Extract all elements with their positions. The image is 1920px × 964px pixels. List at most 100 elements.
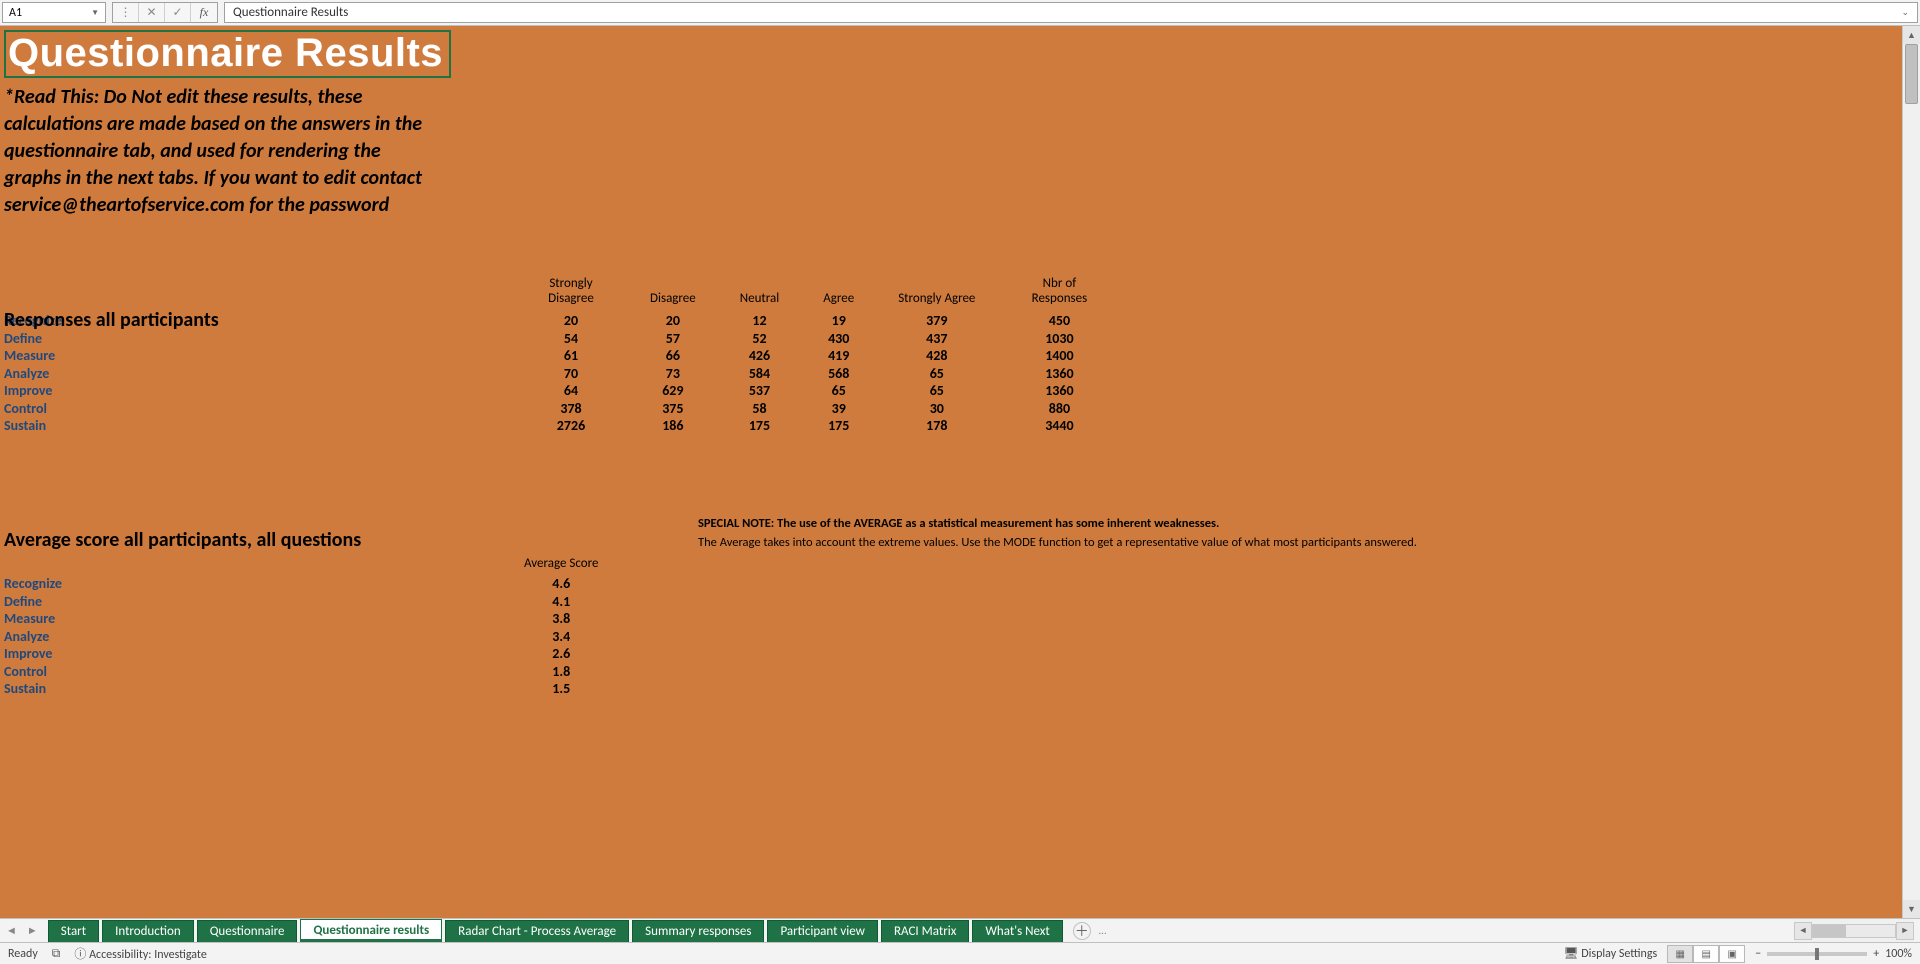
table-row: Sustain1.5 [4,680,608,698]
sheet-tab[interactable]: Summary responses [632,920,764,942]
table-cell: 175 [718,417,802,435]
sheet-tab[interactable]: Radar Chart - Process Average [445,920,629,942]
add-sheet-button[interactable]: ＋ [1073,922,1091,940]
cancel-icon[interactable]: ✕ [139,3,165,22]
dropdown-icon[interactable]: ⋮ [113,3,139,22]
average-block: Average score all participants, all ques… [4,510,608,698]
row-label: Improve [4,382,514,400]
scrollbar-thumb[interactable] [1905,44,1918,104]
fx-icon[interactable]: fx [191,3,217,22]
table-row: Analyze3.4 [4,628,608,646]
vertical-scrollbar[interactable]: ▲ ▼ [1902,26,1920,918]
sheet-tab[interactable]: Start [48,920,99,942]
table-cell: 537 [718,382,802,400]
sheet-tab[interactable]: Introduction [102,920,194,942]
table-cell: 379 [876,312,997,330]
scroll-right-icon[interactable]: ► [1896,922,1914,940]
col-neutral: Neutral [718,276,802,312]
table-cell: 175 [801,417,876,435]
table-cell: 430 [801,330,876,348]
worksheet-area[interactable]: Questionnaire Results *Read This: Do Not… [0,26,1920,918]
table-cell: 2726 [514,417,628,435]
table-cell: 4.1 [514,593,608,611]
table-cell: 1360 [997,382,1121,400]
row-label: Control [4,400,514,418]
sheet-tabs-bar: ◄ ► StartIntroductionQuestionnaireQuesti… [0,918,1920,942]
tab-nav-prev-icon[interactable]: ◄ [6,924,17,937]
name-box[interactable]: A1 ▼ [2,2,106,23]
status-bar: Ready ⧉ ⓘ Accessibility: Investigate 🖥 D… [0,942,1920,964]
view-page-layout-icon[interactable]: ▤ [1693,945,1719,963]
formula-input[interactable]: Questionnaire Results ⌄ [224,2,1918,23]
table-cell: 61 [514,347,628,365]
table-cell: 65 [801,382,876,400]
row-label: Sustain [4,680,514,698]
macro-record-icon[interactable]: ⧉ [52,947,61,961]
table-cell: 20 [628,312,718,330]
sheet-tab[interactable]: Questionnaire [197,920,298,942]
table-cell: 178 [876,417,997,435]
status-ready: Ready [8,947,38,961]
table-cell: 39 [801,400,876,418]
table-cell: 1400 [997,347,1121,365]
table-cell: 65 [876,365,997,383]
table-row: Recognize4.6 [4,575,608,593]
row-label: Measure [4,610,514,628]
col-nbr-responses: Nbr of Responses [997,276,1121,312]
display-settings-icon: 🖥 [1563,947,1578,961]
table-cell: 65 [876,382,997,400]
table-cell: 426 [718,347,802,365]
accessibility-icon: ⓘ [74,948,86,962]
hscroll-thumb[interactable] [1813,925,1846,937]
table-cell: 58 [718,400,802,418]
page-title[interactable]: Questionnaire Results [4,30,451,78]
col-average-score: Average Score [514,556,608,575]
warning-text: *Read This: Do Not edit these results, t… [4,84,424,219]
horizontal-scrollbar[interactable]: ◄ ► [1794,919,1914,942]
table-cell: 52 [718,330,802,348]
table-cell: 4.6 [514,575,608,593]
formula-bar-buttons: ⋮ ✕ ✓ fx [112,2,218,23]
zoom-knob[interactable] [1815,948,1819,960]
row-label: Recognize [4,575,514,593]
enter-icon[interactable]: ✓ [165,3,191,22]
sheet-tab[interactable]: RACI Matrix [881,920,969,942]
table-cell: 57 [628,330,718,348]
row-label: Define [4,330,514,348]
table-cell: 64 [514,382,628,400]
row-label: Improve [4,645,514,663]
scroll-down-icon[interactable]: ▼ [1903,900,1920,918]
row-label: Measure [4,347,514,365]
table-cell: 419 [801,347,876,365]
formula-bar: A1 ▼ ⋮ ✕ ✓ fx Questionnaire Results ⌄ [0,0,1920,26]
chevron-down-icon[interactable]: ▼ [91,8,99,18]
sheet-tab[interactable]: What's Next [972,920,1062,942]
sheet-tab[interactable]: Questionnaire results [300,919,442,942]
formula-value: Questionnaire Results [233,5,348,20]
zoom-in-icon[interactable]: + [1873,947,1879,961]
expand-formula-bar-icon[interactable]: ⌄ [1901,7,1909,18]
zoom-control[interactable]: − + 100% [1755,947,1912,961]
row-label: Define [4,593,514,611]
table-cell: 30 [876,400,997,418]
note-bold: SPECIAL NOTE: The use of the AVERAGE as … [698,516,1417,531]
display-settings-button[interactable]: 🖥 Display Settings [1563,946,1657,961]
responses-table: Responses all participants Strongly Disa… [4,276,1121,435]
tab-nav-next-icon[interactable]: ► [27,924,38,937]
view-page-break-icon[interactable]: ▣ [1719,945,1745,963]
scroll-left-icon[interactable]: ◄ [1794,922,1812,940]
zoom-slider[interactable] [1767,952,1867,956]
tabs-overflow-icon[interactable]: … [1091,919,1115,942]
sheet-tab[interactable]: Participant view [767,920,878,942]
accessibility-status[interactable]: ⓘ Accessibility: Investigate [74,945,206,962]
row-label: Analyze [4,365,514,383]
table-cell: 437 [876,330,997,348]
col-strongly-disagree: Strongly Disagree [514,276,628,312]
zoom-value[interactable]: 100% [1885,947,1912,961]
table-cell: 1360 [997,365,1121,383]
table-cell: 66 [628,347,718,365]
zoom-out-icon[interactable]: − [1755,947,1761,961]
hscroll-track[interactable] [1812,924,1896,938]
view-normal-icon[interactable]: ▦ [1667,945,1693,963]
scroll-up-icon[interactable]: ▲ [1903,26,1920,44]
